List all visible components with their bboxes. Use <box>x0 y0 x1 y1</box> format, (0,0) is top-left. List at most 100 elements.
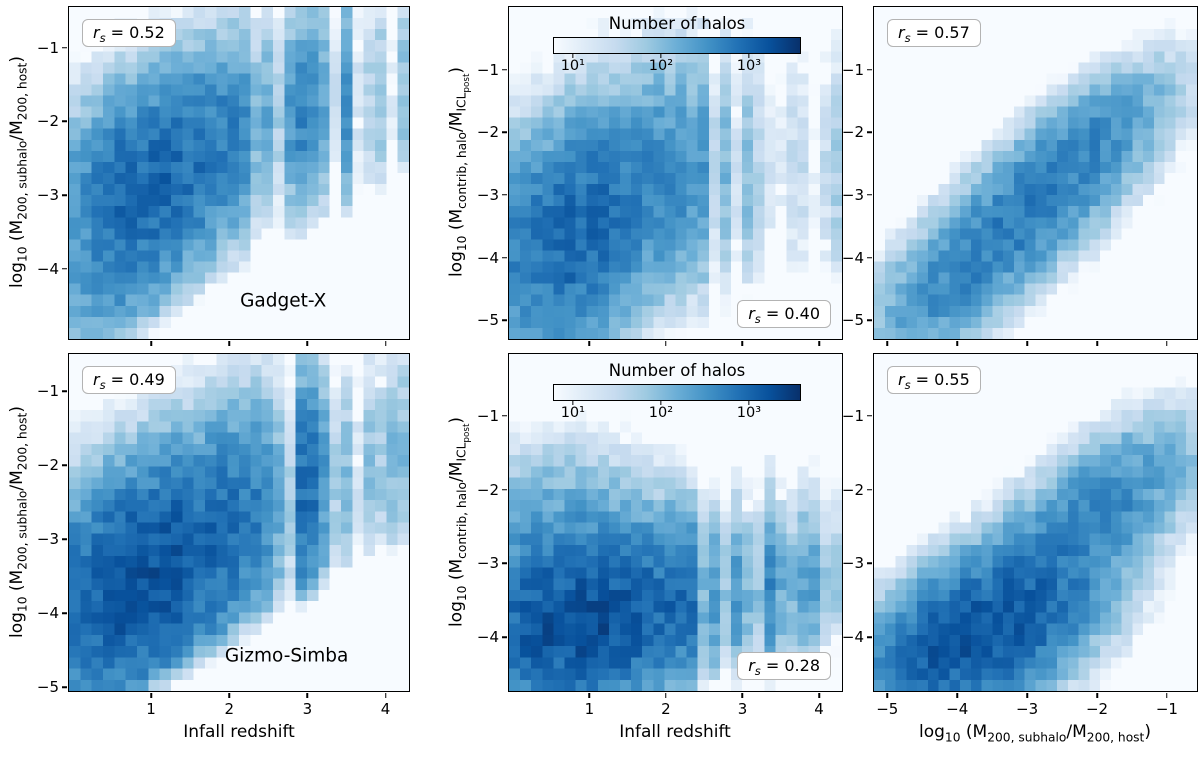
y-tick-label: −5 <box>476 311 499 330</box>
x-tick-mark <box>818 341 820 346</box>
y-tick-label: −2 <box>36 456 59 475</box>
y-tick-mark <box>867 415 872 417</box>
spearman-badge: rs = 0.49 <box>82 366 176 394</box>
y-tick-mark <box>62 390 67 392</box>
y-tick-label: −2 <box>841 123 864 142</box>
y-tick-label: −5 <box>36 678 59 697</box>
x-tick-mark <box>588 693 591 698</box>
y-tick-mark <box>502 488 507 491</box>
panel-gadgetx-contrib-vs-massratio: rs = 0.57 −1 −2 −3 −4 −5 <box>842 6 1198 346</box>
panel-gizmosimba-contrib-vs-massratio: rs = 0.55 −5 −4 −3 −2 −1 −1 −2 −3 −4 <box>842 353 1198 718</box>
x-tick-mark <box>1096 693 1098 698</box>
x-tick-label: −4 <box>946 700 969 718</box>
x-tick-label: −2 <box>1085 700 1109 718</box>
y-tick-mark <box>867 194 872 196</box>
x-axis-label-infall-redshift-left: Infall redshift <box>183 722 295 742</box>
x-tick-label: 2 <box>224 700 234 718</box>
y-tick-label: −1 <box>36 38 59 57</box>
x-tick-mark <box>306 693 309 698</box>
colorbar-tick-mark <box>572 54 574 58</box>
y-tick-label: −4 <box>476 248 499 267</box>
y-tick-label: −1 <box>841 60 864 79</box>
spearman-badge: rs = 0.40 <box>737 300 831 328</box>
x-tick-label: 4 <box>380 700 391 718</box>
x-tick-mark <box>741 693 744 698</box>
y-tick-label: −2 <box>476 480 499 499</box>
colorbar-tick-mark <box>748 401 750 405</box>
x-tick-mark <box>665 341 667 346</box>
y-tick-mark <box>62 686 67 689</box>
x-tick-mark <box>1026 693 1028 698</box>
y-tick-label: −5 <box>841 311 864 330</box>
y-tick-label: −3 <box>36 530 59 549</box>
colorbar-tick-label: 10² <box>648 405 674 421</box>
panel-gizmosimba-contrib-vs-redshift: Number of halos 10¹ 10² 10³ rs = 0.28 1 2 3 4… <box>477 353 843 718</box>
x-tick-label: 3 <box>737 700 748 718</box>
colorbar-ticks: 10¹ 10² 10³ <box>553 54 801 78</box>
y-axis-label-m200-ratio-bottom: log10 (M200, subhalo/M200, host) <box>7 406 30 638</box>
x-tick-mark <box>588 341 591 346</box>
x-tick-mark <box>956 693 958 698</box>
y-tick-label: −1 <box>36 382 59 401</box>
x-tick-mark <box>741 341 744 346</box>
colorbar-ticks: 10¹ 10² 10³ <box>553 401 801 425</box>
y-tick-mark <box>62 120 67 123</box>
x-tick-mark <box>1166 693 1168 698</box>
y-tick-mark <box>62 46 67 49</box>
x-tick-mark <box>150 693 152 698</box>
y-tick-mark <box>867 256 872 259</box>
x-tick-label: 3 <box>302 700 313 718</box>
y-tick-label: −4 <box>476 628 499 647</box>
y-tick-mark <box>62 538 67 540</box>
x-tick-mark <box>1096 341 1098 346</box>
y-tick-label: −3 <box>476 554 499 573</box>
y-tick-mark <box>867 68 872 71</box>
colorbar-tick-mark <box>660 401 662 405</box>
y-tick-label: −3 <box>476 185 499 204</box>
y-tick-label: −4 <box>841 628 864 647</box>
y-tick-mark <box>502 68 507 71</box>
x-tick-label: 1 <box>146 700 156 718</box>
colorbar-tick-mark <box>748 54 750 58</box>
y-tick-mark <box>867 488 872 491</box>
colorbar-gradient <box>553 37 801 54</box>
y-tick-label: −2 <box>36 112 59 131</box>
x-tick-mark <box>665 693 667 698</box>
y-tick-mark <box>867 319 872 321</box>
colorbar-tick-label: 10¹ <box>560 405 585 421</box>
x-tick-label: 1 <box>584 700 595 718</box>
colorbar-inset: Number of halos 10¹ 10² 10³ <box>553 14 801 78</box>
colorbar-tick-label: 10³ <box>736 58 762 74</box>
x-tick-mark <box>150 341 152 346</box>
colorbar-title: Number of halos <box>608 14 746 33</box>
panel-gizmosimba-massratio-vs-redshift: rs = 0.49 Gizmo-Simba 1 2 3 4 −1 −2 −3 −4 −5 <box>37 353 410 718</box>
y-tick-mark <box>502 131 507 134</box>
spearman-badge: rs = 0.57 <box>887 19 981 47</box>
y-tick-label: −1 <box>476 406 499 425</box>
x-tick-mark <box>228 693 230 698</box>
colorbar-tick-label: 10² <box>648 58 674 74</box>
y-tick-label: −4 <box>36 259 59 278</box>
y-tick-label: −2 <box>841 480 864 499</box>
y-axis-label-contrib-bottom: log10 (Mcontrib, halo/MICLpost) <box>446 416 473 628</box>
y-tick-mark <box>502 562 507 565</box>
y-tick-label: −4 <box>36 604 59 623</box>
y-tick-mark <box>502 636 507 638</box>
panel-gadgetx-contrib-vs-redshift: Number of halos 10¹ 10² 10³ rs = 0.40 −1 −2… <box>477 6 843 346</box>
y-tick-mark <box>867 562 872 565</box>
colorbar-tick-label: 10³ <box>736 405 762 421</box>
heatmap-canvas <box>69 7 409 339</box>
y-tick-mark <box>867 636 872 638</box>
y-tick-label: −1 <box>841 406 864 425</box>
colorbar-inset: Number of halos 10¹ 10² 10³ <box>553 361 801 425</box>
y-tick-mark <box>62 612 67 614</box>
x-tick-mark <box>1026 341 1028 346</box>
y-tick-label: −2 <box>476 123 499 142</box>
y-axis-label-contrib-top: log10 (Mcontrib, halo/MICLpost) <box>446 66 473 278</box>
x-tick-label: −3 <box>1016 700 1039 718</box>
x-tick-mark <box>886 341 889 346</box>
y-tick-mark <box>867 131 872 134</box>
y-tick-label: −3 <box>36 186 59 205</box>
x-tick-mark <box>384 693 387 698</box>
x-tick-mark <box>818 693 820 698</box>
